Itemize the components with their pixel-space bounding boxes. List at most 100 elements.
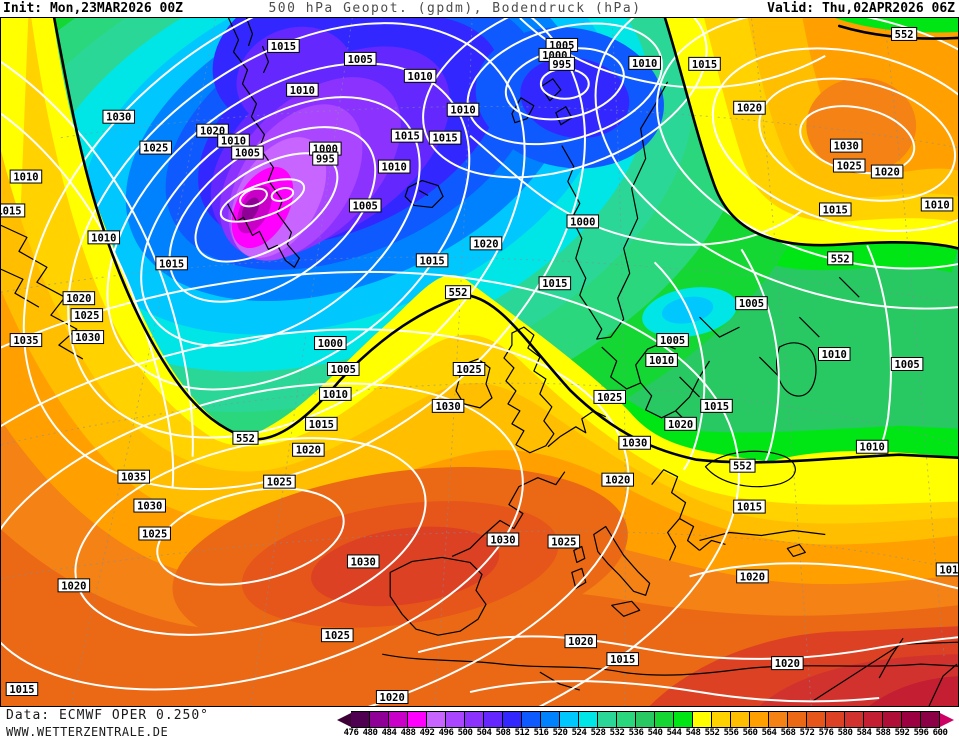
isobar-label: 1030 [133,498,166,513]
map-footer: Data: ECMWF OPER 0.250° WWW.WETTERZENTRA… [0,707,959,741]
colorbar-box [579,711,598,728]
colorbar-box [389,711,408,728]
isobar-label: 1005 [343,51,377,66]
svg-text:1020: 1020 [740,571,765,583]
weather-map: 1015101010301020101010051025101010151010… [0,17,959,707]
svg-text:1000: 1000 [542,50,567,62]
svg-text:1020: 1020 [668,419,693,431]
colorbar-value: 492 [419,728,435,738]
isobar-label: 1000 [314,336,347,350]
svg-text:1025: 1025 [143,143,168,155]
svg-text:1015: 1015 [159,258,184,270]
svg-text:1020: 1020 [473,238,498,250]
isobar-label: 1005 [327,362,360,376]
colorbar-value: 512 [514,728,530,738]
svg-text:552: 552 [895,29,914,41]
svg-text:1030: 1030 [622,438,647,450]
isobar-label: 1020 [601,472,634,487]
svg-text:1020: 1020 [380,692,405,704]
isobar-label: 1010 [403,68,437,83]
isobar-label: 1015 [305,416,338,431]
svg-text:552: 552 [831,253,850,265]
isobar-label: 1020 [469,236,503,250]
colorbar-box [845,711,864,728]
isobar-label: 1030 [102,109,136,124]
isobar-label: 1020 [57,578,91,592]
colorbar-box [712,711,731,728]
isobar-label: 1030 [431,398,465,413]
svg-text:995: 995 [316,154,335,166]
init-time-label: Init: Mon,23MAR2026 00Z [3,1,184,16]
isobar-label: 1015 [155,256,188,270]
isobar-label: 1020 [375,690,409,704]
colorbar-box [522,711,541,728]
colorbar-box [921,711,940,728]
svg-text:1020: 1020 [737,103,762,115]
svg-text:1030: 1030 [106,112,131,124]
svg-text:1025: 1025 [325,630,350,642]
svg-text:1010: 1010 [822,349,847,361]
isobar-label: 1025 [70,308,104,322]
isobar-label: 1005 [348,198,382,212]
isobar-label: 1025 [139,140,172,155]
svg-text:1005: 1005 [353,200,378,212]
svg-text:552: 552 [733,461,752,473]
isobar-label: 1025 [547,534,581,548]
svg-text:1010: 1010 [382,162,407,174]
colorbar-value: 524 [571,728,587,738]
svg-text:1030: 1030 [435,401,460,413]
colorbar-value: 556 [723,728,739,738]
svg-text:1010: 1010 [649,355,674,367]
isobar-label: 1015 [538,276,572,290]
svg-text:1030: 1030 [75,332,100,344]
isobar-label: 1015 [1,203,26,217]
isobar-label: 1010 [319,386,352,401]
svg-text:1010: 1010 [450,105,475,117]
colorbar-box [788,711,807,728]
svg-text:1025: 1025 [74,310,99,322]
isobar-label: 1010 [628,55,661,70]
geopotential-label: 552 [232,430,259,445]
svg-text:1015: 1015 [271,41,296,53]
isobar-label: 1010 [446,102,480,117]
colorbar-value: 560 [742,728,758,738]
svg-text:1015: 1015 [704,401,729,413]
valid-time-label: Valid: Thu,02APR2026 06Z [767,1,955,16]
colorbar-value: 548 [685,728,701,738]
map-title: 500 hPa Geopot. (gpdm), Bodendruck (hPa) [268,1,642,16]
svg-text:1025: 1025 [456,364,481,376]
isobar-label: 1015 [606,652,639,666]
colorbar-value: 552 [704,728,720,738]
svg-text:1015: 1015 [309,419,334,431]
colorbar-box [883,711,902,728]
isobar-label: 1015 [267,38,300,53]
isobar-label: 1005 [735,296,768,310]
isobar-label: 1020 [292,442,325,457]
svg-text:1015: 1015 [737,502,762,514]
svg-text:1010: 1010 [221,136,246,148]
isobar-label: 1020 [664,416,697,431]
colorbar-value: 484 [381,728,397,738]
svg-text:1015: 1015 [432,133,457,145]
svg-text:1010: 1010 [13,172,38,184]
colorbar-value: 540 [647,728,663,738]
isobar-label: 1025 [138,526,171,540]
isobar-label: 1010 [377,159,411,174]
isobar-label: 1030 [71,330,105,344]
isobar-label: 1025 [263,474,296,489]
colorbar-value: 544 [666,728,682,738]
colorbar-value: 600 [932,728,948,738]
isobar-label: 1000 [566,214,600,228]
svg-text:1020: 1020 [775,658,800,670]
svg-text:1025: 1025 [142,528,167,540]
isobar-label: 1010 [645,353,678,367]
isobar-label: 1005 [231,145,264,160]
colorbar-right-arrow [940,712,954,727]
svg-text:1005: 1005 [348,54,373,66]
svg-text:1020: 1020 [296,445,321,457]
data-source-label: Data: ECMWF OPER 0.250° [6,708,210,723]
svg-text:1000: 1000 [318,338,343,350]
colorbar-value: 588 [875,728,891,738]
colorbar-box [769,711,788,728]
